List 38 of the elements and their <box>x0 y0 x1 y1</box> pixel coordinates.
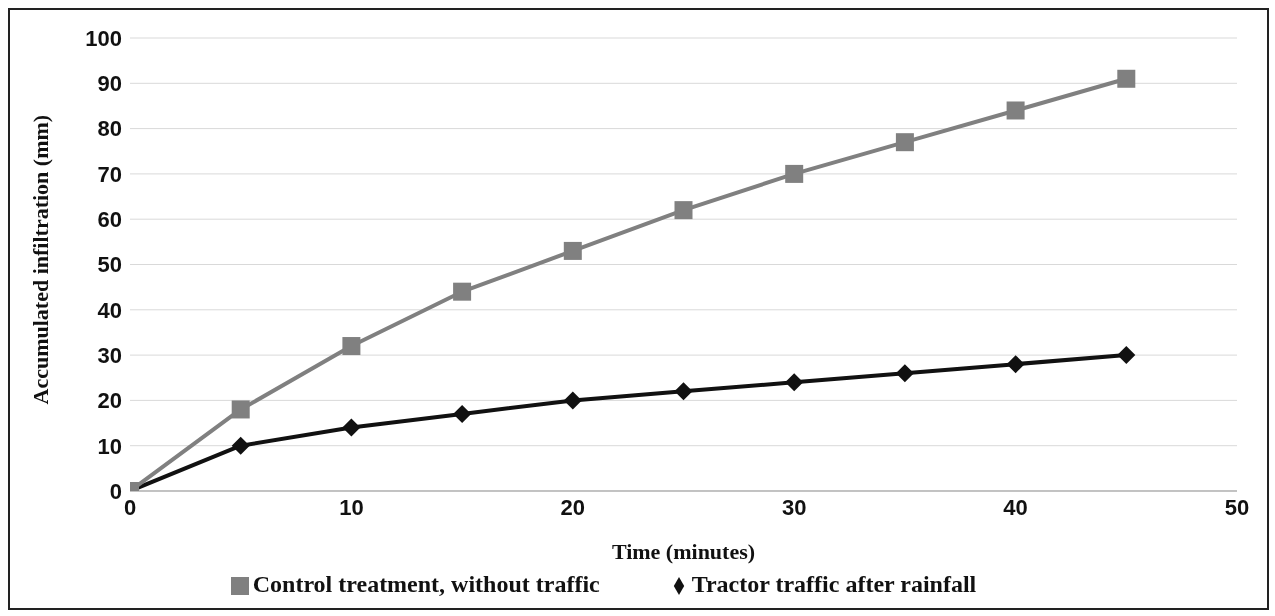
point <box>785 373 804 392</box>
y-tick-label: 30 <box>97 342 122 368</box>
point <box>453 404 472 423</box>
x-tick-label: 20 <box>560 494 586 520</box>
y-tick-label: 100 <box>85 25 122 51</box>
legend-label: Tractor traffic after rainfall <box>691 571 977 597</box>
y-tick-label: 90 <box>97 71 122 97</box>
point <box>1006 355 1025 374</box>
y-tick-label: 70 <box>97 161 122 187</box>
x-axis-title: Time (minutes) <box>611 539 756 564</box>
point <box>895 133 914 152</box>
point <box>563 241 582 260</box>
point <box>231 436 250 455</box>
legend-label: Control treatment, without traffic <box>252 571 600 597</box>
y-tick-label: 20 <box>97 388 122 414</box>
point <box>342 418 361 437</box>
point <box>785 164 804 183</box>
point <box>674 382 693 401</box>
x-tick-label: 10 <box>339 494 364 520</box>
x-tick-label: 30 <box>781 494 807 520</box>
x-tick-label: 50 <box>1224 494 1250 520</box>
y-tick-label: 60 <box>97 207 122 233</box>
point <box>895 364 914 383</box>
y-tick-label: 10 <box>97 433 122 459</box>
x-tick-label: 40 <box>1003 494 1028 520</box>
point <box>1117 346 1136 365</box>
y-tick-label: 40 <box>97 297 122 323</box>
point <box>231 400 250 419</box>
point <box>342 337 361 356</box>
point <box>453 282 472 301</box>
point <box>674 201 693 220</box>
y-axis-title: Accumulated infiltration (mm) <box>27 114 53 405</box>
point <box>1117 69 1136 88</box>
y-tick-label: 50 <box>97 252 122 278</box>
y-tick-label: 0 <box>109 478 122 504</box>
point <box>1006 101 1025 120</box>
point <box>563 391 582 410</box>
y-tick-label: 80 <box>97 116 122 142</box>
